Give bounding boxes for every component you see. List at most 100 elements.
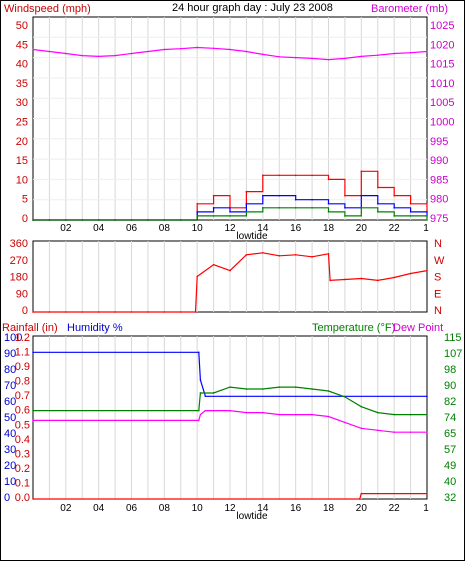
- rain-tick: 0.8: [15, 376, 30, 388]
- humidity-tick: 30: [4, 444, 16, 456]
- top-point-1: [196, 211, 198, 213]
- bottom-series-1: [33, 493, 427, 500]
- direction-degree-tick: 0: [22, 305, 28, 317]
- top-point-2: [32, 219, 34, 221]
- top-point-2: [179, 219, 182, 221]
- rain-tick: 0.3: [15, 448, 30, 460]
- compass-tick: S: [434, 272, 441, 284]
- top-x-tick: 08: [159, 223, 171, 234]
- bottom-point-2: [344, 396, 346, 398]
- top-point-3: [393, 52, 395, 55]
- rain-tick: 0.6: [15, 405, 30, 417]
- humidity-tick: 80: [4, 364, 16, 376]
- wind-direction-point: [114, 311, 116, 313]
- wind-direction-point: [329, 279, 331, 282]
- top-point-2: [212, 215, 215, 217]
- wind-direction-point: [147, 311, 149, 313]
- barometer-tick: 990: [430, 155, 448, 167]
- bottom-point-3: [32, 419, 34, 422]
- bottom-point-2: [311, 388, 313, 390]
- top-point-0: [245, 190, 248, 193]
- top-point-2: [245, 211, 248, 213]
- compass-tick: E: [434, 288, 441, 300]
- top-point-3: [32, 48, 34, 51]
- top-point-1: [311, 198, 313, 201]
- top-x-tick: 1: [423, 223, 429, 234]
- bottom-point-3: [344, 421, 346, 424]
- top-point-2: [278, 207, 281, 209]
- barometer-tick: 1010: [430, 78, 454, 90]
- bottom-point-2: [294, 386, 297, 388]
- bottom-point-0: [32, 351, 34, 354]
- direction-degree-tick: 90: [16, 288, 28, 300]
- wind-direction-point: [278, 254, 281, 257]
- humidity-tick: 10: [4, 476, 16, 488]
- bottom-point-2: [245, 388, 248, 390]
- top-point-0: [212, 194, 215, 197]
- wind-tick: 15: [16, 155, 28, 167]
- top-point-0: [409, 202, 412, 205]
- top-point-0: [294, 174, 297, 177]
- top-point-3: [212, 47, 215, 50]
- top-point-2: [376, 211, 379, 213]
- rain-tick: 0.9: [15, 361, 30, 373]
- top-point-2: [48, 219, 51, 221]
- temperature-tick: 107: [444, 348, 462, 360]
- rain-tick: 0.7: [15, 390, 30, 402]
- top-point-3: [409, 51, 412, 54]
- top-point-2: [163, 219, 166, 221]
- bottom-point-3: [393, 431, 395, 434]
- top-panel-series: [32, 46, 428, 221]
- wind-direction-point: [32, 311, 34, 313]
- top-point-1: [212, 207, 215, 209]
- wind-direction-point: [179, 311, 182, 313]
- top-point-2: [130, 219, 133, 221]
- barometer-tick: 985: [430, 174, 448, 186]
- wind-axis-label: Windspeed (mph): [4, 3, 91, 15]
- top-point-3: [130, 52, 133, 55]
- bottom-x-tick: 20: [356, 503, 368, 514]
- wind-tick: 35: [16, 78, 28, 90]
- wind-tick: 20: [16, 136, 28, 148]
- bottom-x-tick: 22: [389, 503, 401, 514]
- bottom-point-2: [32, 409, 34, 412]
- bottom-point-2: [426, 413, 428, 416]
- rain-tick: 0.5: [15, 419, 30, 431]
- wind-direction-point: [97, 311, 100, 313]
- bottom-x-tick: 04: [93, 503, 105, 514]
- top-x-tick: 04: [93, 223, 105, 234]
- top-point-2: [147, 219, 149, 221]
- temperature-tick: 32: [444, 492, 456, 504]
- temperature-tick: 65: [444, 428, 456, 440]
- bottom-x-tick: 18: [323, 503, 335, 514]
- barometer-tick: 1025: [430, 20, 454, 32]
- bottom-point-3: [229, 409, 231, 412]
- bottom-point-3: [409, 431, 412, 434]
- top-point-0: [262, 174, 264, 177]
- top-point-1: [229, 211, 231, 213]
- top-x-tick: 10: [192, 223, 204, 234]
- top-point-3: [245, 50, 248, 53]
- bottom-point-3: [376, 429, 379, 432]
- rain-tick: 0.0: [15, 492, 30, 504]
- wind-direction-point: [311, 255, 313, 258]
- humidity-tick: 60: [4, 396, 16, 408]
- bottom-x-axis-label: lowtide: [236, 511, 268, 522]
- top-point-0: [376, 186, 379, 189]
- wind-tick: 0: [22, 213, 28, 225]
- top-point-2: [294, 207, 297, 209]
- wind-direction-point: [196, 275, 198, 278]
- humidity-tick: 50: [4, 412, 16, 424]
- top-point-3: [426, 50, 428, 53]
- compass-tick: N: [434, 305, 442, 317]
- bottom-point-2: [212, 392, 215, 394]
- humidity-tick: 0: [4, 492, 10, 504]
- top-point-3: [114, 54, 116, 57]
- top-point-1: [409, 211, 412, 213]
- wind-direction-point: [81, 311, 84, 313]
- middle-panel-series: [32, 252, 428, 313]
- top-point-3: [344, 57, 346, 60]
- bottom-point-0: [199, 379, 202, 381]
- top-point-1: [360, 194, 363, 197]
